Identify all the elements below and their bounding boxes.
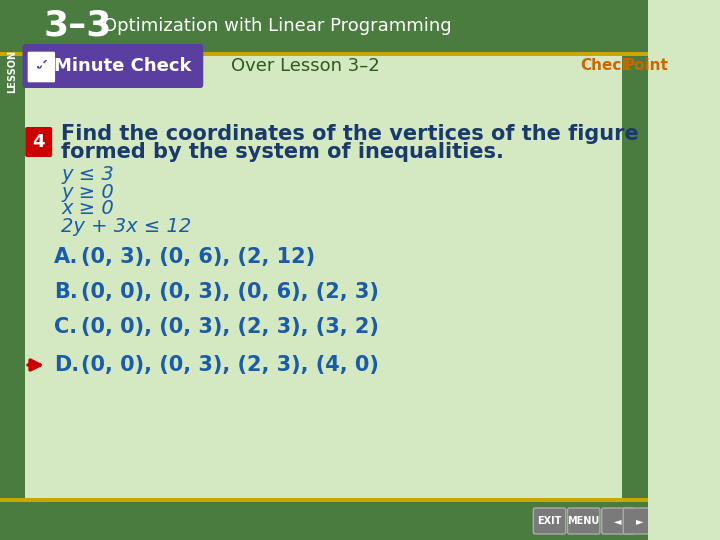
Text: Point: Point [624,58,668,73]
Text: D.: D. [54,355,79,375]
Text: 4: 4 [32,133,45,151]
Text: Find the coordinates of the vertices of the figure: Find the coordinates of the vertices of … [61,124,639,144]
FancyBboxPatch shape [534,508,566,534]
Text: formed by the system of inequalities.: formed by the system of inequalities. [61,142,504,162]
Text: (0, 3), (0, 6), (2, 12): (0, 3), (0, 6), (2, 12) [81,247,315,267]
Text: (0, 0), (0, 3), (2, 3), (3, 2): (0, 0), (0, 3), (2, 3), (3, 2) [81,317,379,337]
Text: ◄: ◄ [614,516,621,526]
Text: B.: B. [54,282,78,302]
Text: LESSON: LESSON [8,50,17,93]
Text: Over Lesson 3–2: Over Lesson 3–2 [231,57,380,75]
Text: Optimization with Linear Programming: Optimization with Linear Programming [104,17,452,35]
FancyBboxPatch shape [624,508,656,534]
Text: y ≥ 0: y ≥ 0 [61,183,114,201]
FancyBboxPatch shape [22,44,203,88]
FancyBboxPatch shape [25,127,52,157]
FancyBboxPatch shape [0,0,25,540]
FancyBboxPatch shape [27,51,55,83]
Text: (0, 0), (0, 3), (2, 3), (4, 0): (0, 0), (0, 3), (2, 3), (4, 0) [81,355,379,375]
Text: 5-Minute Check: 5-Minute Check [34,57,192,75]
FancyBboxPatch shape [602,508,634,534]
Text: ✓: ✓ [33,57,50,77]
Text: Check: Check [580,58,631,73]
Text: MENU: MENU [567,516,600,526]
Text: (0, 0), (0, 3), (0, 6), (2, 3): (0, 0), (0, 3), (0, 6), (2, 3) [81,282,379,302]
FancyBboxPatch shape [0,52,647,56]
Text: x ≥ 0: x ≥ 0 [61,199,114,219]
Text: C.: C. [54,317,77,337]
Text: A.: A. [54,247,78,267]
Text: 3–3: 3–3 [43,9,112,43]
Text: EXIT: EXIT [537,516,562,526]
FancyBboxPatch shape [622,0,647,540]
Text: 2y + 3x ≤ 12: 2y + 3x ≤ 12 [61,217,192,235]
FancyBboxPatch shape [0,502,647,540]
FancyBboxPatch shape [567,508,600,534]
FancyBboxPatch shape [0,498,647,502]
Text: ►: ► [636,516,643,526]
Text: y ≤ 3: y ≤ 3 [61,165,114,185]
FancyBboxPatch shape [0,0,647,52]
